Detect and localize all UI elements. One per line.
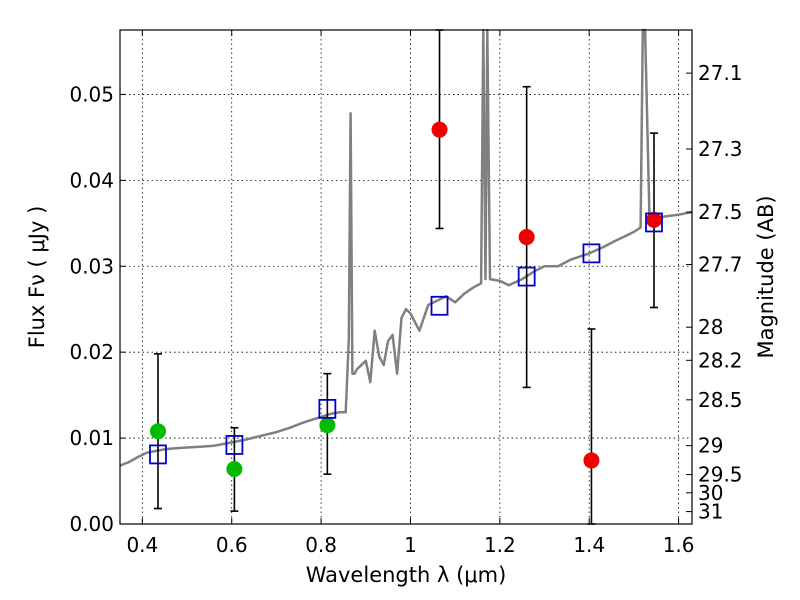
right-axis-tick-label: 27.3 <box>698 137 743 161</box>
x-tick-label: 0.4 <box>126 533 158 557</box>
x-tick-label: 0.8 <box>305 533 337 557</box>
y-tick-label: 0.02 <box>69 340 114 364</box>
x-tick-label: 1.4 <box>573 533 605 557</box>
axis-layer: 0.4 0.6 0.8 1 1.2 1.4 1.6 0.00 0.01 0.02 0.03 0.04 0… <box>69 30 743 557</box>
right-axis-tick-label: 29 <box>698 434 723 458</box>
right-axis-tick-label: 31 <box>698 500 723 524</box>
y-tick-label: 0.03 <box>69 254 114 278</box>
right-axis-tick-label: 28.2 <box>698 348 743 372</box>
right-axis-tick-label: 27.1 <box>698 61 743 85</box>
detection-point <box>319 417 336 434</box>
marker-layer <box>149 121 663 478</box>
plot-frame <box>119 29 693 525</box>
x-tick-label: 1 <box>404 533 417 557</box>
y-tick-label: 0.01 <box>69 426 114 450</box>
y-tick-label: 0.04 <box>69 168 114 192</box>
y-tick-label: 0.05 <box>69 82 114 106</box>
model-photometry-square <box>430 295 449 316</box>
right-axis-tick-label: 27.7 <box>698 253 743 277</box>
model-photometry-square <box>582 243 601 264</box>
model-photometry-square <box>517 266 536 287</box>
near-ir-point <box>646 211 663 228</box>
y-axis-label: Flux Fν ( μJy ) <box>25 206 49 349</box>
model-photometry-square <box>318 398 337 419</box>
spectrum-layer <box>119 28 693 467</box>
model-photometry-square <box>149 444 167 465</box>
errorbar-layer <box>153 29 659 525</box>
right-axis-label: Magnitude (AB) <box>754 195 778 358</box>
right-axis-tick-label: 30 <box>698 481 723 505</box>
detection-point <box>149 423 166 440</box>
near-ir-point <box>518 229 535 246</box>
x-tick-label: 1.6 <box>663 533 695 557</box>
y-tick-label: 0.00 <box>69 512 114 536</box>
near-ir-point <box>583 452 600 469</box>
x-tick-label: 1.2 <box>484 533 516 557</box>
right-axis-tick-label: 29.5 <box>698 463 743 487</box>
near-ir-point <box>431 121 448 138</box>
right-axis-tick-label: 27.5 <box>698 200 743 224</box>
right-axis-tick-label: 28.5 <box>698 388 743 412</box>
model-photometry-square <box>645 212 663 233</box>
model-spectrum-line <box>119 28 693 467</box>
model-photometry-square <box>225 435 244 455</box>
x-axis-label: Wavelength λ (μm) <box>306 563 507 587</box>
right-axis-tick-label: 28 <box>698 315 723 339</box>
x-tick-label: 0.6 <box>216 533 248 557</box>
detection-point <box>226 461 243 478</box>
